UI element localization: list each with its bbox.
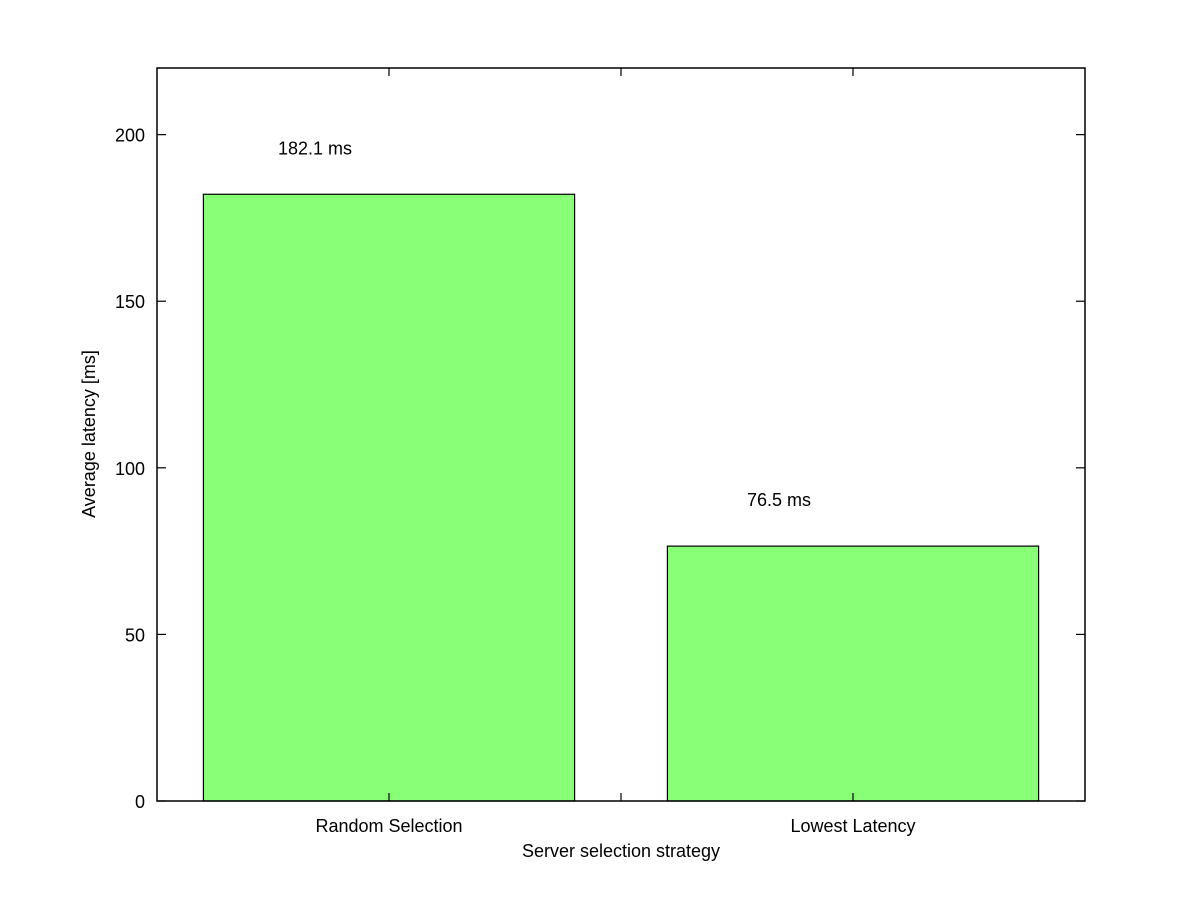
y-tick-label: 50 xyxy=(125,625,145,645)
x-axis-label: Server selection strategy xyxy=(522,841,720,861)
y-axis-label: Average latency [ms] xyxy=(79,350,99,518)
plot-marks: 182.1 ms 76.5 ms xyxy=(202,138,1040,802)
data-label-2: 76.5 ms xyxy=(747,490,811,510)
x-axis: Random Selection Lowest Latency xyxy=(315,68,916,836)
y-tick-label: 150 xyxy=(115,292,145,312)
bar-2 xyxy=(666,545,1040,802)
y-tick-label: 200 xyxy=(115,126,145,146)
y-tick-label: 0 xyxy=(135,792,145,812)
data-label-1: 182.1 ms xyxy=(278,138,352,158)
y-axis: 0 50 100 150 200 xyxy=(115,126,1085,812)
bar-1 xyxy=(202,193,576,802)
y-tick-label: 100 xyxy=(115,459,145,479)
x-tick-label: Lowest Latency xyxy=(790,816,915,836)
x-tick-label: Random Selection xyxy=(315,816,462,836)
